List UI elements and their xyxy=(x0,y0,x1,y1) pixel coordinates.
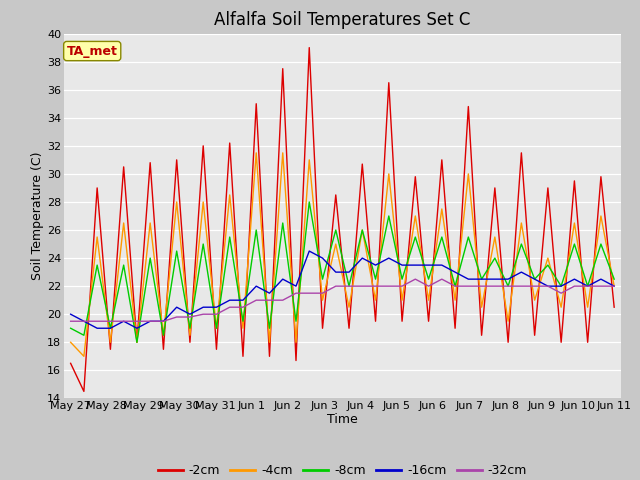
Y-axis label: Soil Temperature (C): Soil Temperature (C) xyxy=(31,152,44,280)
X-axis label: Time: Time xyxy=(327,413,358,426)
Text: TA_met: TA_met xyxy=(67,45,118,58)
Title: Alfalfa Soil Temperatures Set C: Alfalfa Soil Temperatures Set C xyxy=(214,11,470,29)
Legend: -2cm, -4cm, -8cm, -16cm, -32cm: -2cm, -4cm, -8cm, -16cm, -32cm xyxy=(152,459,532,480)
